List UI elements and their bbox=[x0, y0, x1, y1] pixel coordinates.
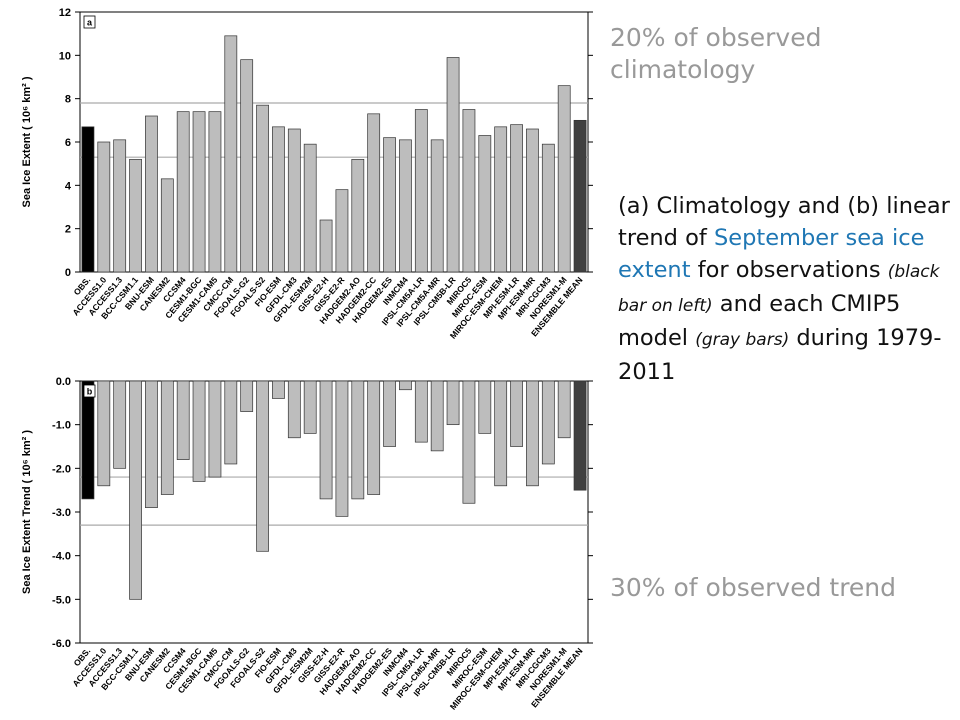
bar bbox=[414, 380, 428, 443]
bar bbox=[287, 380, 301, 439]
caption-highlight: September sea ice extent bbox=[618, 225, 925, 283]
bar bbox=[176, 380, 190, 460]
bar bbox=[240, 380, 254, 412]
bar bbox=[462, 109, 476, 273]
y-tick-label: 2 bbox=[65, 224, 71, 236]
caption-text: (a) Climatology and (b) linear trend of bbox=[618, 193, 950, 251]
charts: 024681012OBS.ACCESS1.0ACCESS1.3BCC-CSM1.… bbox=[21, 7, 593, 712]
note-trend: 30% of observed trend bbox=[610, 573, 897, 602]
bar bbox=[97, 141, 111, 273]
bar bbox=[97, 380, 111, 487]
bar bbox=[351, 380, 365, 500]
bar bbox=[335, 380, 349, 517]
bar bbox=[272, 126, 285, 273]
bar bbox=[541, 380, 555, 465]
bar bbox=[510, 124, 523, 273]
bar bbox=[303, 143, 317, 273]
panel-label: a bbox=[87, 18, 93, 28]
bar bbox=[192, 111, 206, 273]
caption-aside: (black bar on left) bbox=[618, 262, 940, 316]
bar bbox=[541, 143, 555, 273]
bar bbox=[129, 380, 142, 600]
bar bbox=[81, 380, 95, 500]
bar bbox=[399, 139, 412, 273]
y-tick-label: 0 bbox=[65, 267, 71, 279]
bar bbox=[303, 380, 317, 434]
y-axis-label: Sea Ice Extent ( 10⁶ km² ) bbox=[21, 76, 33, 207]
note-climatology: 20% of observed climatology bbox=[610, 23, 822, 84]
bar bbox=[446, 57, 460, 273]
bar bbox=[383, 380, 396, 447]
bar bbox=[287, 128, 301, 273]
bar bbox=[224, 380, 238, 465]
bar bbox=[351, 158, 365, 273]
bar bbox=[240, 59, 254, 273]
bar bbox=[129, 158, 142, 273]
caption-text: for observations bbox=[690, 257, 888, 283]
y-tick-label: 12 bbox=[59, 7, 71, 19]
bar bbox=[256, 104, 269, 273]
bar bbox=[494, 380, 508, 487]
y-tick-label: 4 bbox=[65, 180, 72, 192]
y-tick-label: -6.0 bbox=[52, 638, 71, 650]
bar bbox=[573, 380, 587, 491]
bar bbox=[510, 380, 523, 447]
bar bbox=[160, 178, 174, 273]
y-tick-label: -5.0 bbox=[52, 594, 71, 606]
y-tick-label: -1.0 bbox=[52, 420, 71, 432]
bar bbox=[573, 119, 587, 273]
caption-text: during 1979-2011 bbox=[618, 325, 942, 385]
bar bbox=[478, 135, 492, 273]
y-tick-label: 6 bbox=[65, 137, 71, 149]
y-tick-label: -4.0 bbox=[52, 551, 71, 563]
y-tick-label: 8 bbox=[65, 94, 71, 106]
y-tick-label: 0.0 bbox=[56, 376, 71, 388]
bar bbox=[192, 380, 206, 482]
bar bbox=[367, 113, 381, 273]
bar bbox=[526, 128, 539, 273]
bar bbox=[430, 380, 444, 452]
panel-label: b bbox=[87, 387, 93, 397]
bar bbox=[81, 126, 95, 273]
panel-label-box bbox=[83, 384, 96, 398]
bar bbox=[526, 380, 539, 487]
bar bbox=[272, 380, 285, 399]
bar bbox=[557, 380, 571, 439]
caption-text: and each CMIP5 model bbox=[618, 291, 901, 351]
bar bbox=[113, 139, 127, 273]
bar bbox=[462, 380, 476, 504]
bar bbox=[224, 35, 238, 273]
y-tick-label: -3.0 bbox=[52, 507, 71, 519]
bar bbox=[113, 380, 127, 469]
y-tick-label: -2.0 bbox=[52, 463, 71, 475]
bar bbox=[319, 219, 333, 273]
bar bbox=[335, 189, 349, 273]
bar bbox=[557, 85, 571, 273]
bar bbox=[176, 111, 190, 273]
bar bbox=[208, 380, 222, 478]
bar bbox=[494, 126, 508, 273]
bar bbox=[160, 380, 174, 495]
bar bbox=[414, 109, 428, 273]
y-tick-label: 10 bbox=[59, 50, 71, 62]
caption-aside: (gray bars) bbox=[695, 330, 790, 350]
bar bbox=[399, 380, 412, 391]
bar bbox=[256, 380, 269, 552]
panel-label-box bbox=[83, 15, 96, 29]
bar bbox=[145, 380, 158, 508]
bar bbox=[430, 139, 444, 273]
bar bbox=[383, 137, 396, 273]
bar bbox=[208, 111, 222, 273]
y-axis-label: Sea Ice Extent Trend ( 10⁶ km² ) bbox=[21, 430, 33, 594]
bar bbox=[145, 115, 158, 273]
caption: (a) Climatology and (b) linear trend of … bbox=[618, 190, 958, 388]
bar bbox=[478, 380, 492, 434]
bar bbox=[319, 380, 333, 500]
bar bbox=[446, 380, 460, 426]
bar bbox=[367, 380, 381, 495]
